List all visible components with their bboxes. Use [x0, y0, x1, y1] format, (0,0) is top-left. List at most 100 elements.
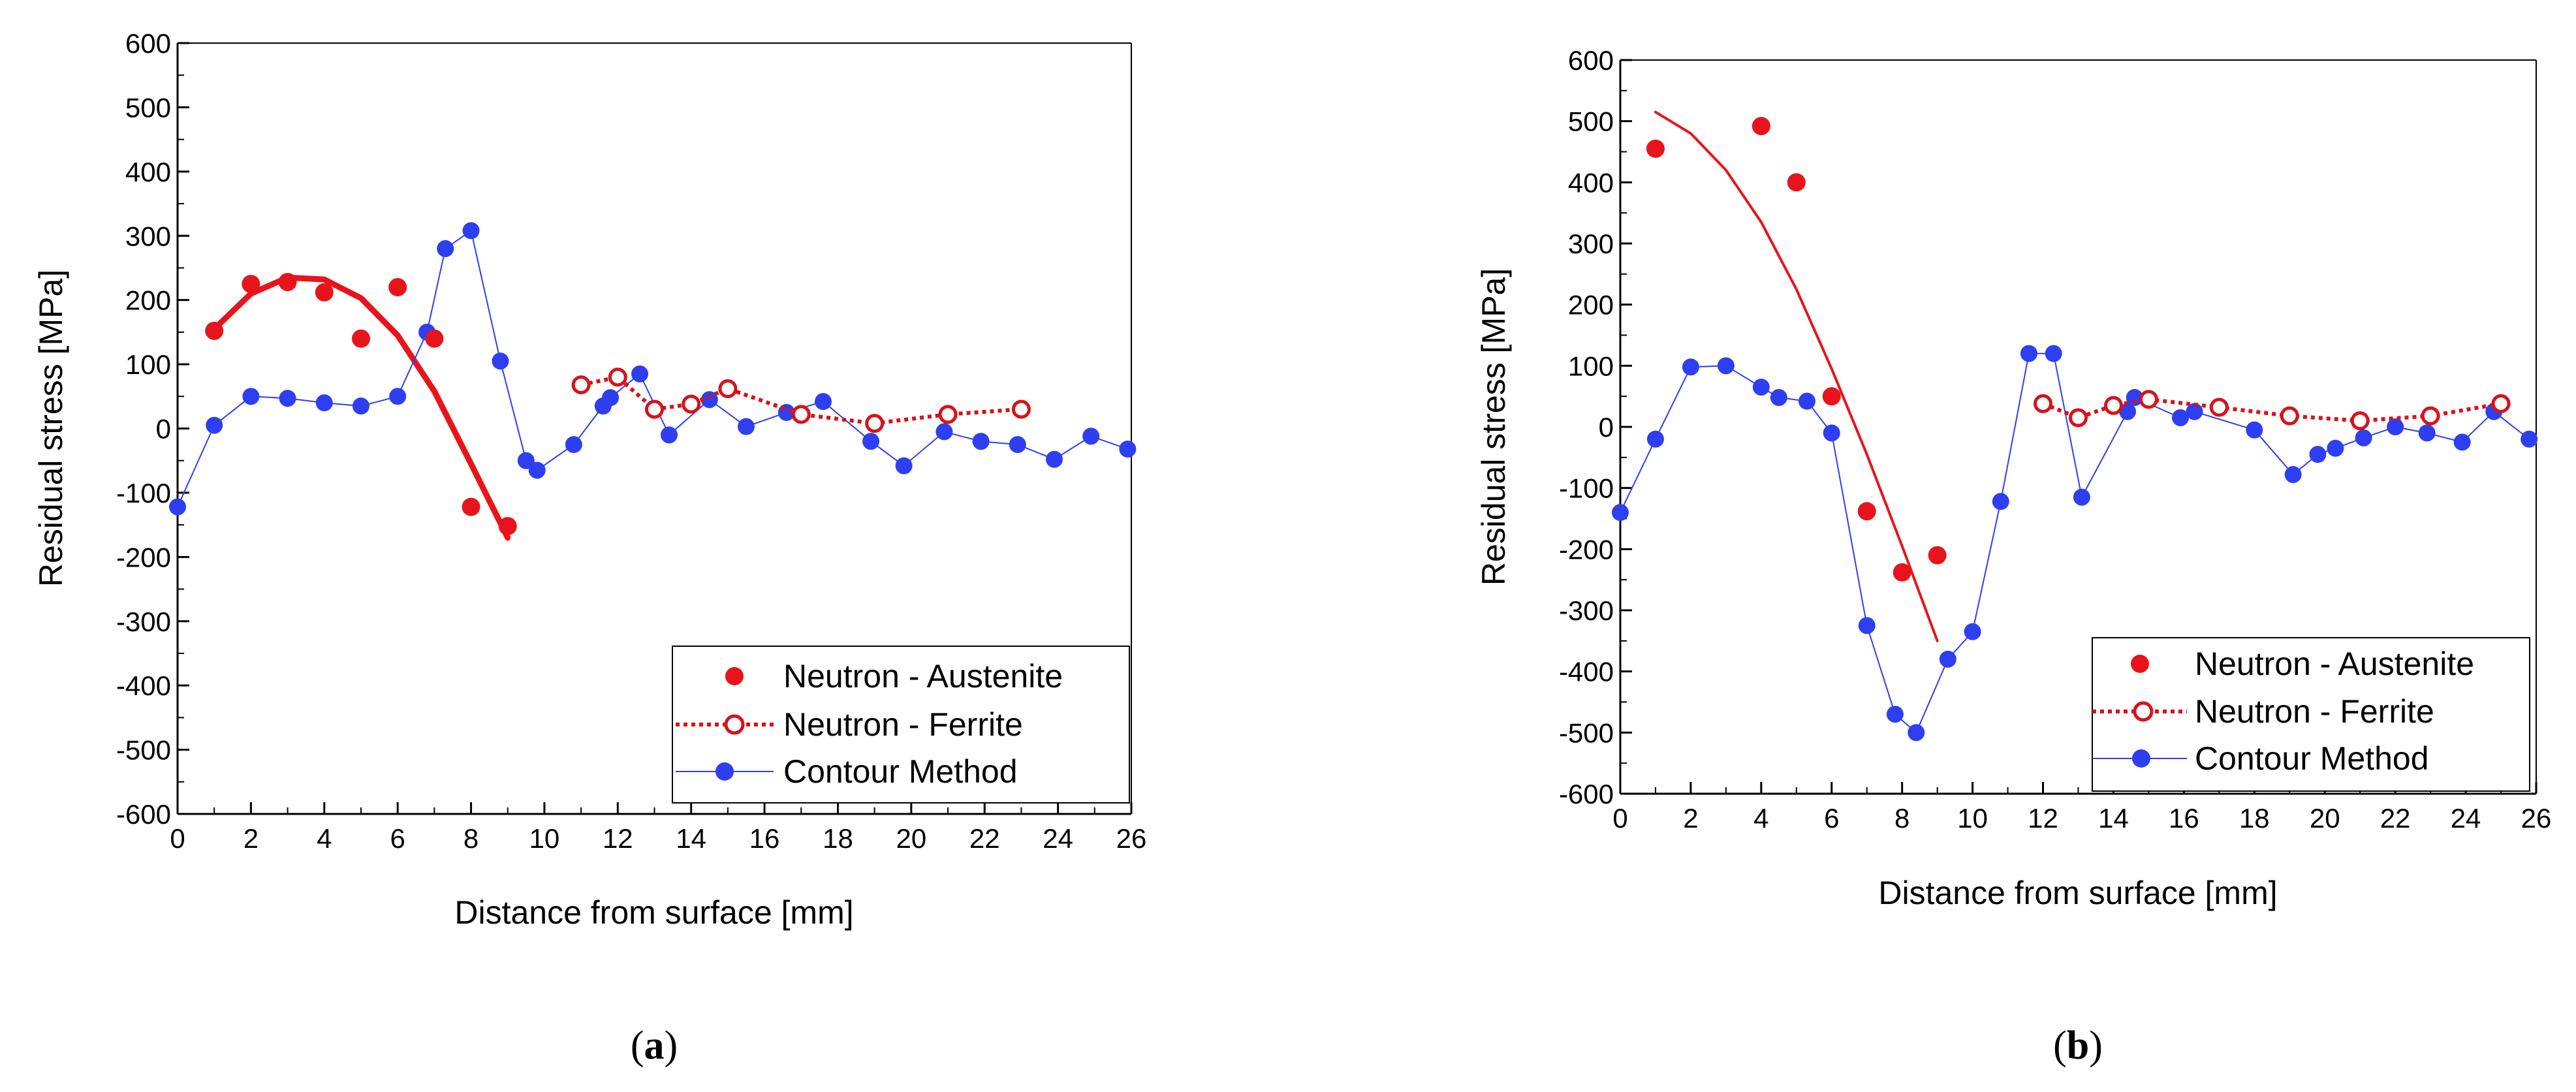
contour-method-point	[389, 388, 407, 405]
austenite-point	[498, 517, 517, 536]
caption-b-open: (	[2053, 1023, 2067, 1068]
ferrite-line	[580, 375, 1022, 426]
legend-contour-label: Contour Method	[2195, 740, 2429, 777]
contour-method-point	[2119, 403, 2137, 420]
x-tick-labels: 0 2 4 6 8 10 12 14 16 18 20 22 24 26	[170, 823, 1146, 854]
x-tick-label: 24	[2451, 803, 2481, 834]
y-tick-label: -300	[116, 606, 171, 637]
x-tick-label: 10	[1957, 803, 1988, 834]
legend: Neutron - Austenite Neutron - Ferrite Co…	[2092, 637, 2530, 792]
contour-method-point	[517, 452, 535, 469]
x-tick-label: 10	[529, 823, 560, 854]
contour-method-point	[242, 388, 260, 405]
contour-method-point	[1082, 428, 1100, 445]
contour-method-point	[528, 461, 546, 479]
contour-method-point	[279, 390, 296, 407]
contour-method-point	[1964, 623, 1981, 640]
chart-panel-b: 0 2 4 6 8 10 12 14 16 18 20 22 24 26 -600-500-400-300…	[1475, 45, 2551, 1068]
y-tick-label: 500	[1568, 106, 1614, 137]
y-tick-label: -200	[1559, 534, 1614, 565]
y-axis-title: Residual stress [MPa]	[1475, 268, 1512, 585]
legend-ferrite-marker	[2133, 701, 2154, 722]
contour-method-point	[1770, 389, 1787, 407]
contour-method-point	[1646, 430, 1664, 448]
contour-method-point	[565, 436, 582, 454]
axis-ticks	[176, 42, 1133, 815]
legend-contour-marker	[2132, 749, 2150, 768]
austenite-point	[351, 329, 370, 348]
y-tick-label: -500	[1559, 717, 1614, 748]
ferrite-point	[2280, 406, 2299, 426]
x-tick-label: 20	[896, 823, 926, 854]
contour-method-point	[660, 426, 678, 444]
x-tick-label: 20	[2310, 803, 2340, 834]
ferrite-point	[938, 405, 958, 424]
ferrite-point	[2491, 394, 2511, 413]
x-tick-label: 18	[2239, 803, 2270, 834]
contour-method-point	[2387, 418, 2404, 435]
y-axis-title: Residual stress [MPa]	[33, 270, 69, 587]
y-tick-label: 500	[125, 92, 171, 123]
ferrite-point	[571, 375, 591, 395]
caption-b: (b)	[2053, 1023, 2103, 1068]
legend-austenite-label: Neutron - Austenite	[2195, 646, 2474, 682]
legend-box	[2092, 637, 2530, 792]
x-tick-label: 12	[603, 823, 633, 854]
ferrite-point	[608, 367, 627, 387]
austenite-point	[1893, 563, 1911, 582]
x-tick-label: 4	[1753, 803, 1768, 834]
austenite-point	[1822, 387, 1841, 406]
x-tick-labels: 0 2 4 6 8 10 12 14 16 18 20 22 24 26	[1612, 803, 2551, 834]
contour-method-point	[1119, 440, 1137, 458]
y-tick-label: 0	[156, 414, 171, 445]
austenite-point	[278, 273, 297, 292]
x-tick-label: 18	[823, 823, 853, 854]
x-tick-label: 26	[1116, 823, 1147, 854]
ferrite-point	[2421, 406, 2440, 426]
x-tick-label: 8	[1894, 803, 1909, 834]
contour-method-point	[602, 389, 620, 407]
contour-method-point	[1717, 357, 1735, 375]
legend-austenite-marker	[725, 667, 744, 685]
caption-a-close: )	[665, 1023, 678, 1068]
contour-method-point	[2418, 424, 2436, 442]
contour-method-point	[2453, 433, 2471, 451]
x-tick-label: 2	[1683, 803, 1698, 834]
contour-method-point	[814, 393, 832, 411]
contour-method-point	[1045, 450, 1063, 468]
contour-method-point	[2246, 421, 2263, 439]
contour-method-line	[177, 229, 1128, 507]
ferrite-point	[2350, 411, 2370, 431]
plot-area	[169, 222, 1137, 541]
y-tick-label: -400	[1559, 657, 1614, 687]
x-tick-label: 24	[1043, 823, 1073, 854]
x-axis-title: Distance from surface [mm]	[454, 894, 853, 931]
y-tick-label: 400	[1568, 167, 1614, 198]
ferrite-point	[865, 414, 885, 433]
x-tick-label: 0	[170, 823, 185, 854]
y-tick-label: 400	[125, 157, 171, 187]
austenite-point	[388, 277, 407, 296]
x-tick-label: 8	[463, 823, 479, 854]
austenite-point	[1751, 117, 1770, 136]
austenite-point	[1928, 546, 1947, 565]
y-tick-label: -500	[116, 735, 171, 766]
y-tick-label: -600	[116, 799, 171, 830]
contour-method-point	[1823, 424, 1840, 442]
ferrite-point	[682, 394, 701, 414]
ferrite-point	[2209, 398, 2229, 417]
caption-a: (a)	[631, 1023, 678, 1068]
y-tick-label: -300	[1559, 595, 1614, 626]
contour-method-point	[895, 457, 913, 475]
x-tick-label: 26	[2521, 803, 2552, 834]
contour-method-point	[2126, 389, 2143, 407]
contour-method-point	[2355, 429, 2372, 446]
contour-method-point	[2073, 488, 2090, 506]
contour-method-point	[737, 418, 755, 435]
y-tick-labels: -600 -500 -400 -300 -200 -100 0 100 200 300 400 500…	[116, 28, 171, 830]
austenite-point	[315, 283, 334, 302]
x-tick-label: 12	[2028, 803, 2058, 834]
caption-b-letter: b	[2067, 1023, 2089, 1068]
contour-method-point	[1858, 617, 1876, 634]
y-tick-label: 600	[125, 28, 171, 59]
